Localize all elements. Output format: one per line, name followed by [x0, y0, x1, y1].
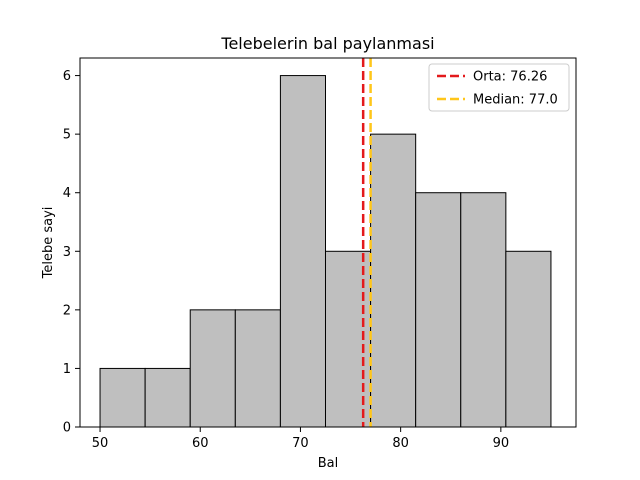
histogram-bar — [415, 192, 462, 428]
y-tick-label: 3 — [63, 245, 71, 260]
legend-entry: Orta: 76.26 — [473, 70, 547, 85]
x-tick-label: 60 — [192, 436, 209, 451]
histogram-bars — [99, 75, 552, 428]
y-tick-label: 1 — [63, 362, 71, 377]
histogram-bar — [460, 192, 507, 428]
x-axis-ticks: 50 60 70 80 90 — [92, 427, 509, 451]
x-axis-label: Bal — [318, 456, 339, 471]
y-tick-label: 5 — [63, 128, 71, 143]
histogram-bar — [370, 133, 417, 428]
histogram-bar — [505, 250, 552, 428]
x-tick-label: 80 — [392, 436, 409, 451]
y-axis-ticks: 0 1 2 3 4 5 6 — [63, 69, 80, 436]
legend-entry: Median: 77.0 — [473, 93, 558, 108]
histogram-bar — [99, 367, 146, 428]
y-axis-label: Telebe sayi — [41, 207, 56, 280]
x-tick-label: 90 — [493, 436, 510, 451]
histogram-bar — [189, 309, 236, 428]
y-tick-label: 2 — [63, 303, 71, 318]
y-tick-label: 6 — [63, 69, 71, 84]
x-tick-label: 70 — [292, 436, 309, 451]
histogram-bar — [279, 75, 326, 428]
legend: Orta: 76.26 Median: 77.0 — [428, 63, 570, 112]
y-tick-label: 0 — [63, 421, 71, 436]
reference-lines — [361, 58, 372, 427]
plot-frame — [79, 57, 577, 428]
histogram-bar — [144, 367, 191, 428]
chart-title: Telebelerin bal paylanmasi — [220, 34, 434, 53]
x-tick-label: 50 — [92, 436, 109, 451]
y-tick-label: 4 — [63, 186, 71, 201]
histogram-bar — [234, 309, 281, 428]
